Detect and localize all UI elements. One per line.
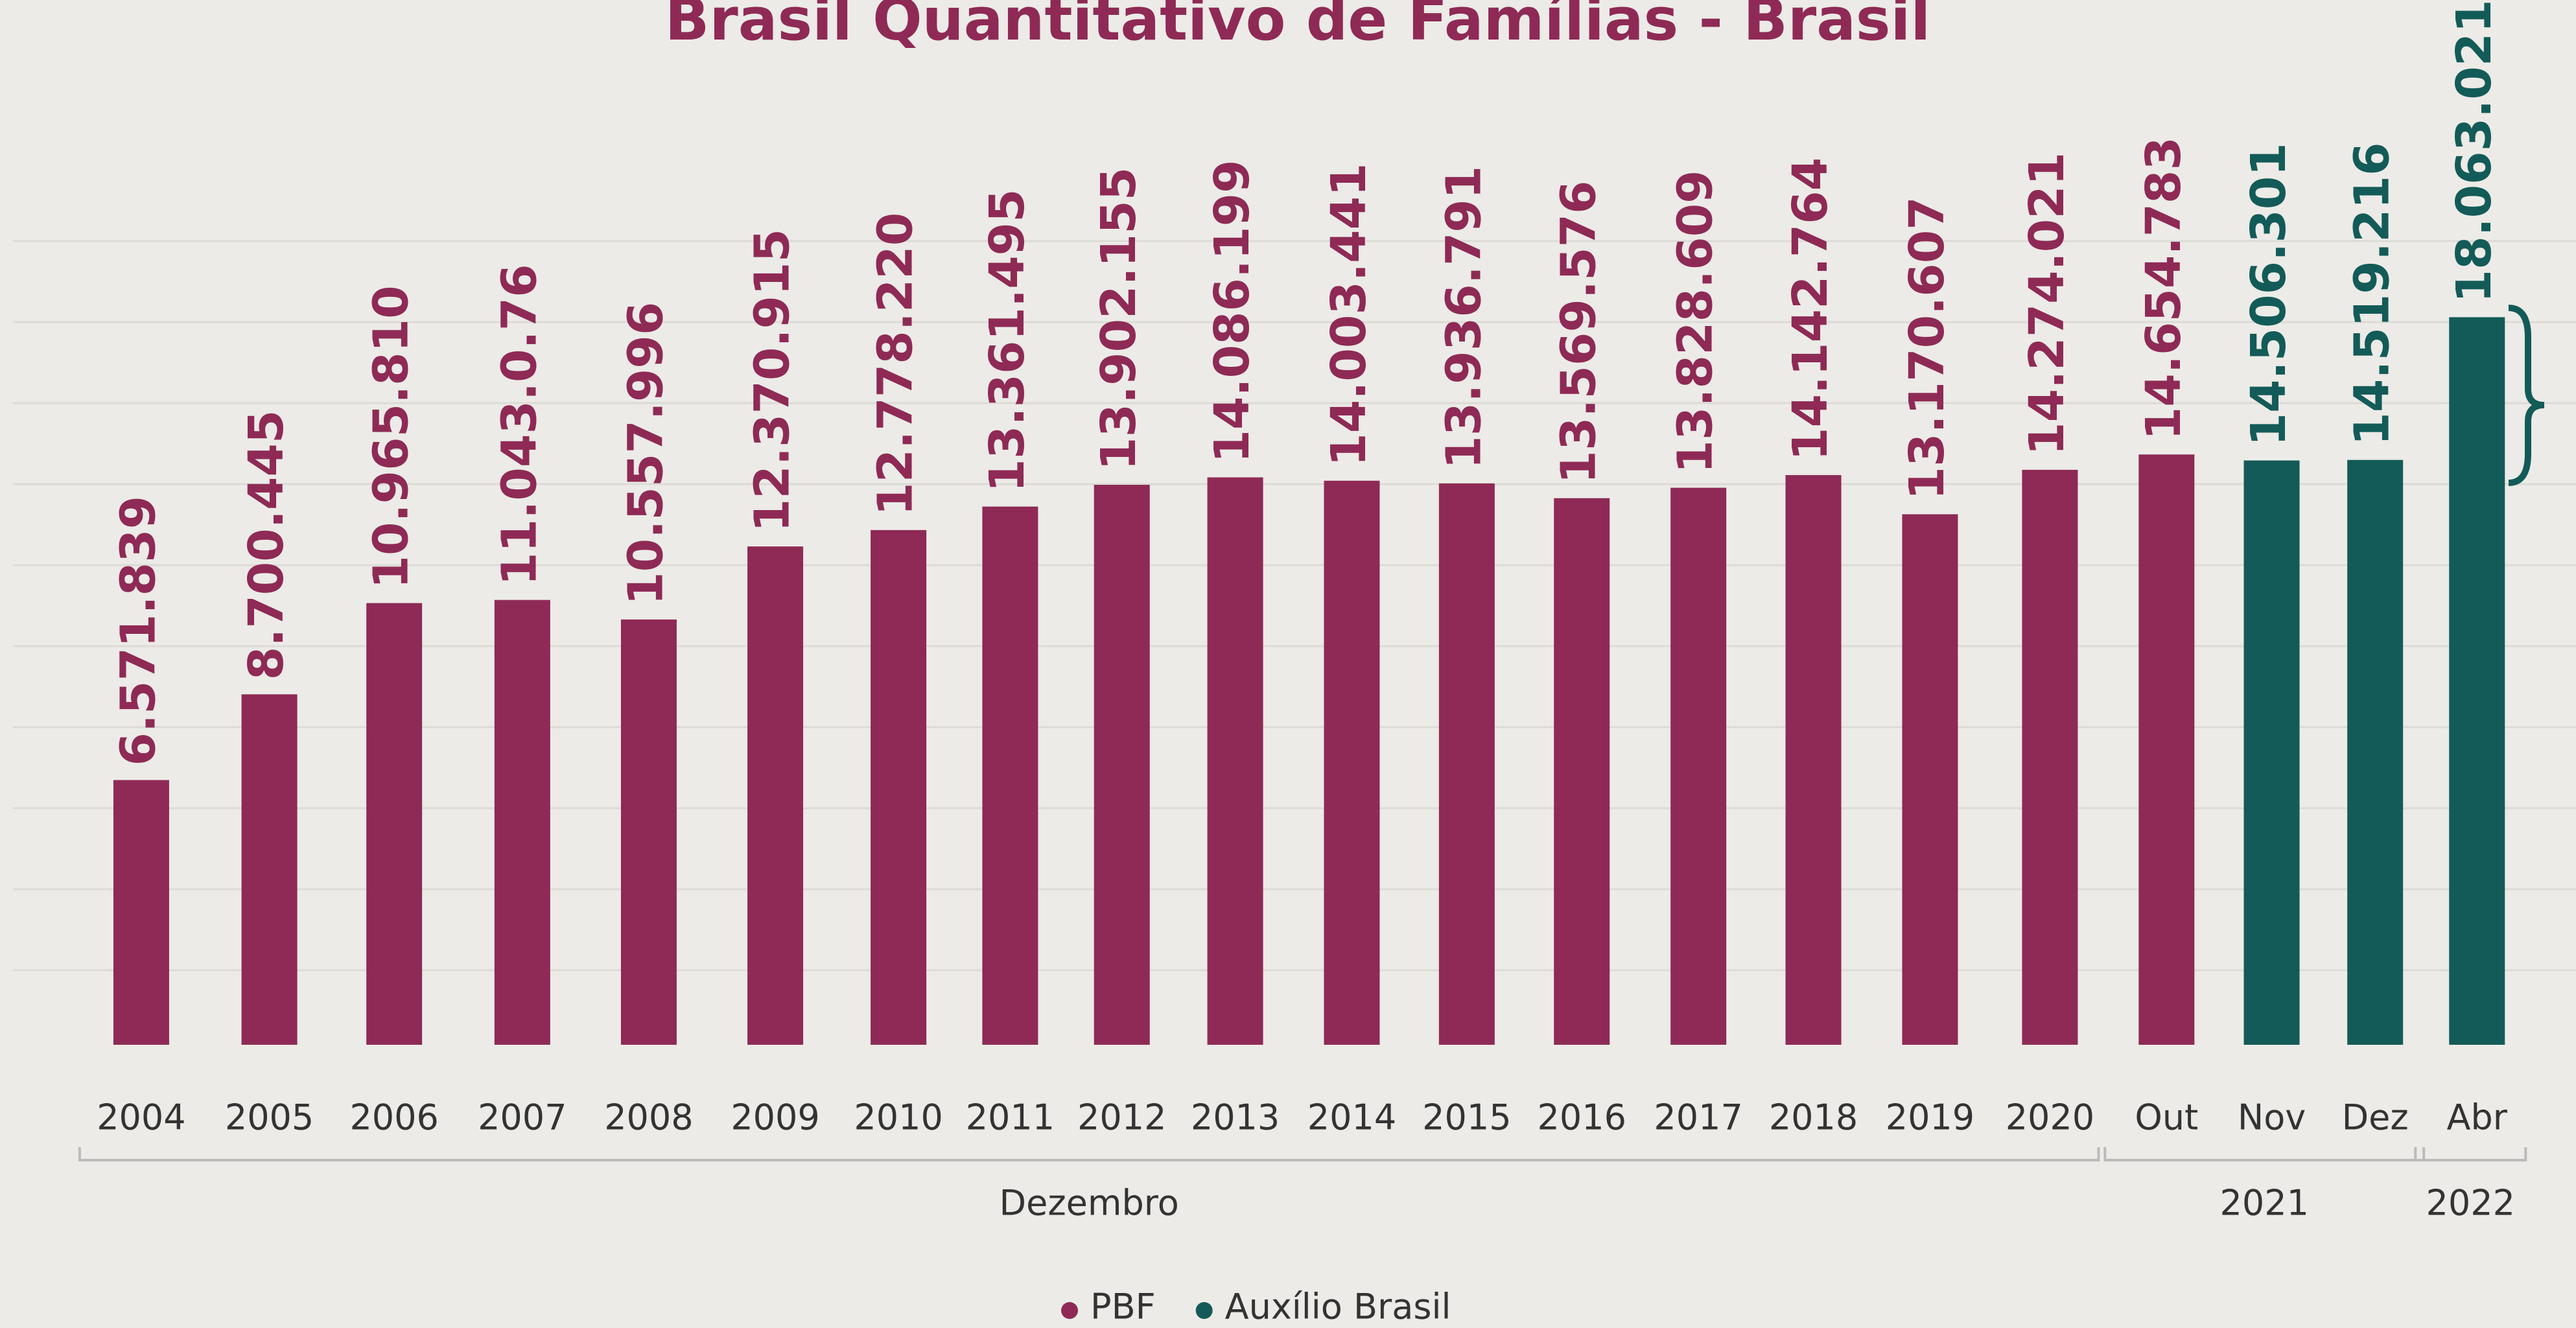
value-label: 13.569.576 <box>1551 181 1607 484</box>
value-label: 13.170.607 <box>1899 196 1955 500</box>
value-label: 11.043.0.76 <box>491 264 547 585</box>
x-tick-label: 2017 <box>1654 1097 1742 1138</box>
x-tick-label: 2005 <box>225 1097 314 1138</box>
bar <box>2022 469 2078 1045</box>
bar <box>113 780 169 1045</box>
bar <box>2138 454 2195 1045</box>
x-tick-label: 2009 <box>731 1097 819 1138</box>
bar <box>2449 317 2505 1045</box>
x-tick-label: 2006 <box>349 1097 438 1138</box>
bar <box>871 530 927 1045</box>
value-label: 13.361.495 <box>979 189 1035 492</box>
value-label: 13.902.155 <box>1091 167 1147 471</box>
value-label: 14.274.021 <box>2019 152 2075 456</box>
value-label: 14.003.441 <box>1321 163 1377 467</box>
bar <box>1670 487 1727 1045</box>
x-tick-label: 2016 <box>1538 1097 1626 1138</box>
group-bracket <box>78 1147 2100 1161</box>
bar <box>241 694 298 1045</box>
value-label: 18.063.021 <box>2446 0 2502 303</box>
value-label: 10.557.996 <box>618 302 673 605</box>
bar <box>1902 514 1958 1045</box>
bar <box>366 603 423 1045</box>
legend-label: Auxílio Brasil <box>1225 1287 1451 1327</box>
value-label: 13.936.791 <box>1436 166 1492 469</box>
legend-marker <box>1195 1302 1213 1319</box>
x-tick-label: 2014 <box>1307 1097 1396 1138</box>
group-bracket <box>2414 1147 2527 1161</box>
bracket <box>2508 305 2545 486</box>
value-label: 14.654.783 <box>2136 137 2192 440</box>
value-label: 8.700.445 <box>239 410 294 681</box>
x-tick-label: 2015 <box>1422 1097 1511 1138</box>
group-label: 2021 <box>2220 1183 2309 1224</box>
bar <box>1207 477 1263 1045</box>
x-tick-label: 2013 <box>1191 1097 1280 1138</box>
legend-marker <box>1061 1302 1078 1319</box>
bar <box>2243 460 2300 1045</box>
group-bracket <box>2103 1147 2426 1161</box>
x-tick-label: Out <box>2135 1097 2198 1138</box>
group-label: Dezembro <box>1000 1183 1179 1224</box>
bar <box>1324 480 1380 1045</box>
bar <box>620 619 677 1045</box>
bar <box>1785 475 1842 1045</box>
value-label: 14.519.216 <box>2345 143 2400 446</box>
x-tick-label: Nov <box>2238 1097 2306 1138</box>
bar <box>1438 483 1495 1045</box>
value-label: 14.506.301 <box>2241 143 2297 446</box>
x-tick-label: 2011 <box>966 1097 1055 1138</box>
x-tick-label: 2020 <box>2006 1097 2094 1138</box>
bar <box>1094 485 1150 1045</box>
value-label: 6.571.839 <box>110 496 166 766</box>
x-tick-label: 2007 <box>478 1097 567 1138</box>
x-tick-label: Abr <box>2447 1097 2508 1138</box>
bar <box>2347 460 2404 1045</box>
value-label: 10.965.810 <box>364 285 419 588</box>
bar <box>747 546 804 1045</box>
value-label: 12.370.915 <box>745 229 801 532</box>
bar <box>982 506 1038 1045</box>
bar <box>1554 498 1610 1045</box>
x-tick-label: 2019 <box>1886 1097 1974 1138</box>
x-tick-label: 2004 <box>97 1097 185 1138</box>
x-tick-label: 2010 <box>854 1097 943 1138</box>
chart-title: Brasil Quantitativo de Famílias - Brasil <box>665 0 1930 54</box>
legend-label: PBF <box>1090 1287 1156 1327</box>
x-tick-label: Dez <box>2342 1097 2409 1138</box>
x-tick-label: 2018 <box>1769 1097 1858 1138</box>
value-label: 14.142.764 <box>1783 157 1838 461</box>
value-label: 13.828.609 <box>1668 170 1724 473</box>
group-label: 2022 <box>2426 1183 2515 1224</box>
x-tick-label: 2012 <box>1077 1097 1166 1138</box>
value-label: 12.778.220 <box>868 213 924 516</box>
x-tick-label: 2008 <box>604 1097 693 1138</box>
bar <box>494 600 550 1045</box>
value-label: 14.086.199 <box>1204 159 1260 463</box>
